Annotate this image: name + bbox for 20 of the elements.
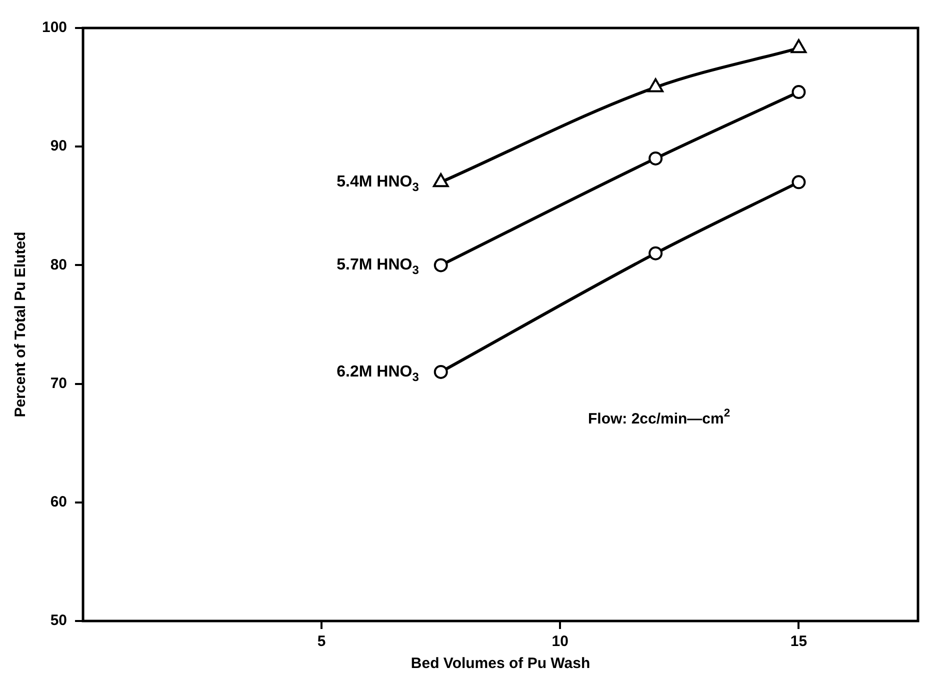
y-tick-label: 50	[50, 612, 68, 630]
x-axis-title: Bed Volumes of Pu Wash	[410, 655, 590, 672]
x-tick-label: 15	[790, 633, 808, 650]
point	[648, 78, 664, 92]
point	[434, 258, 448, 272]
point	[790, 39, 807, 54]
x-tick-label: 10	[552, 633, 568, 650]
point	[648, 246, 663, 260]
point	[432, 173, 449, 188]
y-tick-label: 100	[42, 19, 68, 36]
point	[792, 175, 806, 190]
point	[792, 85, 806, 100]
y-tick-label: 60	[50, 494, 68, 511]
y-axis-title: Percent of Total Pu Eluted	[12, 232, 30, 418]
y-tick-label: 90	[50, 138, 68, 155]
x-tick-label: 5	[317, 633, 326, 650]
y-tick-label: 80	[50, 256, 68, 274]
y-tick-label: 70	[50, 374, 68, 392]
point	[434, 364, 448, 379]
point	[648, 151, 663, 166]
